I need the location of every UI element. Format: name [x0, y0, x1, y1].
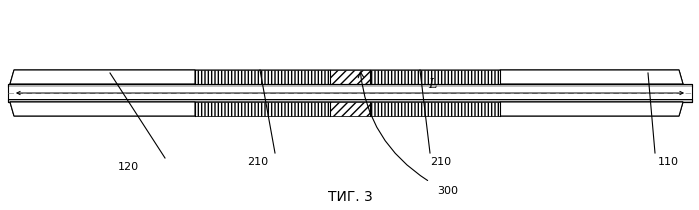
Polygon shape	[10, 102, 195, 116]
Bar	[330, 102, 370, 116]
Bar	[8, 87, 692, 99]
Polygon shape	[10, 70, 195, 84]
Polygon shape	[500, 70, 683, 84]
Polygon shape	[10, 70, 683, 84]
Text: ΤИГ. 3: ΤИГ. 3	[328, 190, 373, 204]
Text: 300: 300	[437, 186, 458, 196]
Bar	[195, 102, 330, 116]
Bar	[8, 84, 692, 87]
Bar	[195, 70, 330, 84]
Text: 110: 110	[658, 157, 679, 167]
Text: 210: 210	[247, 157, 268, 167]
Bar	[370, 102, 500, 116]
Text: 120: 120	[118, 162, 139, 172]
Text: 210: 210	[430, 157, 451, 167]
Bar	[8, 99, 692, 102]
Bar	[8, 84, 692, 102]
Bar	[330, 70, 370, 84]
Polygon shape	[10, 102, 683, 116]
Polygon shape	[500, 102, 683, 116]
Text: L: L	[428, 78, 436, 91]
Bar	[370, 70, 500, 84]
